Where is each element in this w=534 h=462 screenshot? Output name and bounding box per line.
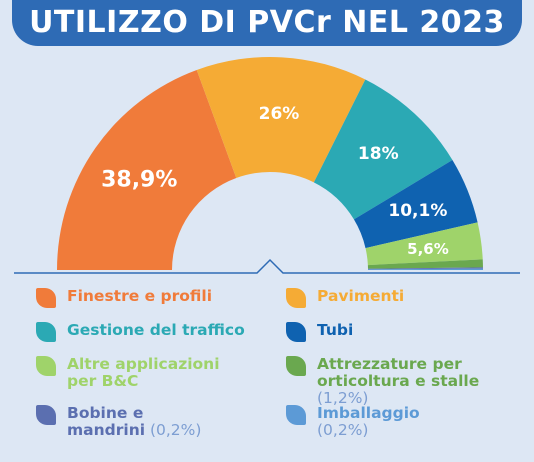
- baseline: [14, 258, 520, 274]
- slice-altre-applicazioni-per-b-c: [365, 222, 483, 266]
- slice-label: 10,1%: [388, 201, 447, 221]
- slice-label: 38,9%: [101, 168, 177, 193]
- legend-label: Altre applicazioni per B&C: [67, 355, 220, 390]
- legend-item: Bobine e mandrini (0,2%): [36, 405, 201, 439]
- title-banner: UTILIZZO DI PVCr NEL 2023: [12, 0, 522, 46]
- slice-imballaggio: [367, 268, 483, 270]
- leaf-icon: [36, 405, 56, 425]
- leaf-icon: [286, 288, 306, 308]
- slice-tubi: [353, 160, 478, 249]
- slice-label: 18%: [358, 144, 399, 164]
- page-title: UTILIZZO DI PVCr NEL 2023: [29, 5, 505, 40]
- legend-label: Gestione del traffico: [67, 321, 245, 339]
- legend-item: Imballaggio (0,2%): [286, 405, 420, 439]
- slice-pavimenti: [196, 56, 366, 183]
- legend-item: Tubi: [286, 322, 353, 342]
- leaf-icon: [286, 322, 306, 342]
- leaf-icon: [36, 288, 56, 308]
- legend-item: Pavimenti: [286, 288, 404, 308]
- legend-label: Finestre e profili: [67, 287, 213, 305]
- leaf-icon: [36, 322, 56, 342]
- leaf-icon: [36, 356, 56, 376]
- slice-label: 5,6%: [407, 240, 449, 258]
- legend-item: Gestione del traffico: [36, 322, 245, 342]
- legend-label: Pavimenti: [317, 287, 405, 305]
- legend-percent: (1,2%): [317, 389, 369, 407]
- legend-label: Tubi: [317, 321, 354, 339]
- leaf-icon: [286, 405, 306, 425]
- slice-gestione-del-traffico: [313, 79, 453, 220]
- legend-item: Attrezzature per orticoltura e stalle (1,…: [286, 356, 516, 407]
- legend-label: Bobine e mandrini (0,2%): [67, 404, 202, 439]
- slice-finestre-e-profili: [57, 69, 237, 270]
- legend-item: Altre applicazioni per B&C: [36, 356, 220, 390]
- legend-percent: (0,2%): [145, 421, 202, 439]
- slice-label: 26%: [259, 104, 300, 124]
- legend-percent: (0,2%): [317, 421, 369, 439]
- half-donut-chart: 38,9% 26% 18% 10,1% 5,6%: [14, 56, 520, 274]
- legend-label: Attrezzature per orticoltura e stalle (1,…: [317, 355, 480, 407]
- slice-bobine-e-mandrini: [367, 267, 483, 270]
- legend-label: Imballaggio (0,2%): [317, 404, 420, 439]
- legend-item: Finestre e profili: [36, 288, 212, 308]
- slice-attrezzature-per-orticoltura-e-stalle: [367, 259, 483, 269]
- leaf-icon: [286, 356, 306, 376]
